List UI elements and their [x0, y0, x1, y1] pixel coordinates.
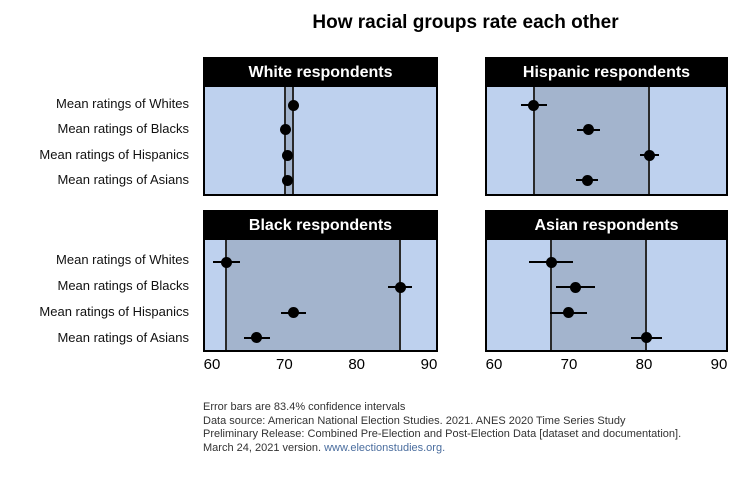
min-line [225, 240, 228, 350]
max-line [399, 240, 402, 350]
min-line [550, 240, 552, 350]
row-label: Mean ratings of Hispanics [39, 303, 189, 319]
row-label: Mean ratings of Asians [57, 171, 189, 187]
panel-title: Asian respondents [534, 217, 679, 234]
range-band [226, 240, 401, 350]
mean-dot [288, 307, 300, 319]
mean-dot [562, 307, 574, 319]
row-label: Mean ratings of Whites [56, 252, 189, 268]
x-axis-ticks-right: 60 70 80 90 [485, 356, 728, 376]
panel-title: White respondents [248, 64, 393, 81]
panel-header-hispanic: Hispanic respondents [485, 57, 728, 85]
x-axis-ticks-left: 60 70 80 90 [203, 356, 438, 376]
min-line [284, 87, 287, 194]
row-label: Mean ratings of Hispanics [39, 146, 189, 162]
footnote-line: Data source: American National Election … [203, 414, 626, 427]
footnote-line: Error bars are 83.4% confidence interval… [203, 401, 406, 413]
x-tick-label: 90 [710, 356, 728, 373]
mean-dot [528, 99, 540, 111]
x-tick-label: 70 [275, 356, 293, 373]
range-band [551, 240, 647, 350]
row-label: Mean ratings of Whites [56, 95, 189, 111]
panel-white-respondents: White respondents [203, 57, 438, 196]
row-labels-bottom: Mean ratings of Whites Mean ratings of Bl… [0, 238, 196, 350]
max-line [292, 87, 294, 194]
panel-title: Hispanic respondents [522, 64, 691, 81]
mean-dot [581, 174, 593, 186]
mean-dot [583, 124, 594, 136]
footnote-version-text: March 24, 2021 version. [203, 441, 325, 454]
mean-dot [281, 174, 293, 186]
range-band [285, 87, 293, 194]
panel-black-respondents: Black respondents [203, 210, 438, 352]
panel-plot-white [203, 85, 438, 196]
mean-dot [287, 99, 299, 111]
x-tick-label: 80 [348, 356, 365, 373]
panel-header-asian: Asian respondents [485, 210, 728, 238]
panel-asian-respondents: Asian respondents [485, 210, 728, 352]
x-tick-label: 70 [560, 356, 578, 373]
panel-header-white: White respondents [203, 57, 438, 85]
x-tick-label: 60 [203, 356, 221, 373]
max-line [648, 87, 651, 194]
row-label: Mean ratings of Blacks [57, 120, 189, 136]
mean-dot [394, 281, 406, 293]
panel-title: Black respondents [248, 217, 393, 234]
mean-dot [220, 256, 232, 268]
page-title: How racial groups rate each other [312, 12, 619, 33]
x-tick-label: 60 [485, 356, 503, 373]
electionstudies-link[interactable]: www.electionstudies.org. [324, 441, 446, 454]
panel-plot-hispanic [485, 85, 728, 196]
panel-header-black: Black respondents [203, 210, 438, 238]
x-tick-label: 90 [420, 356, 438, 373]
panel-hispanic-respondents: Hispanic respondents [485, 57, 728, 196]
min-line [532, 87, 535, 194]
mean-dot [282, 149, 294, 161]
mean-dot [643, 149, 655, 161]
max-line [645, 240, 648, 350]
panel-plot-asian [485, 238, 728, 352]
mean-dot [545, 256, 557, 268]
footnote-line: Preliminary Release: Combined Pre-Electi… [203, 428, 682, 441]
panel-plot-black [203, 238, 438, 352]
footnote-line: March 24, 2021 version. www.electionstud… [203, 442, 743, 456]
row-labels-top: Mean ratings of Whites Mean ratings of Bl… [0, 85, 196, 194]
mean-dot [251, 332, 263, 344]
row-label: Mean ratings of Asians [57, 329, 189, 345]
mean-dot [640, 332, 652, 344]
footnote: Error bars are 83.4% confidence interval… [203, 401, 743, 455]
mean-dot [279, 124, 291, 136]
x-tick-label: 80 [635, 356, 653, 373]
mean-dot [569, 281, 581, 293]
row-label: Mean ratings of Blacks [57, 278, 189, 294]
